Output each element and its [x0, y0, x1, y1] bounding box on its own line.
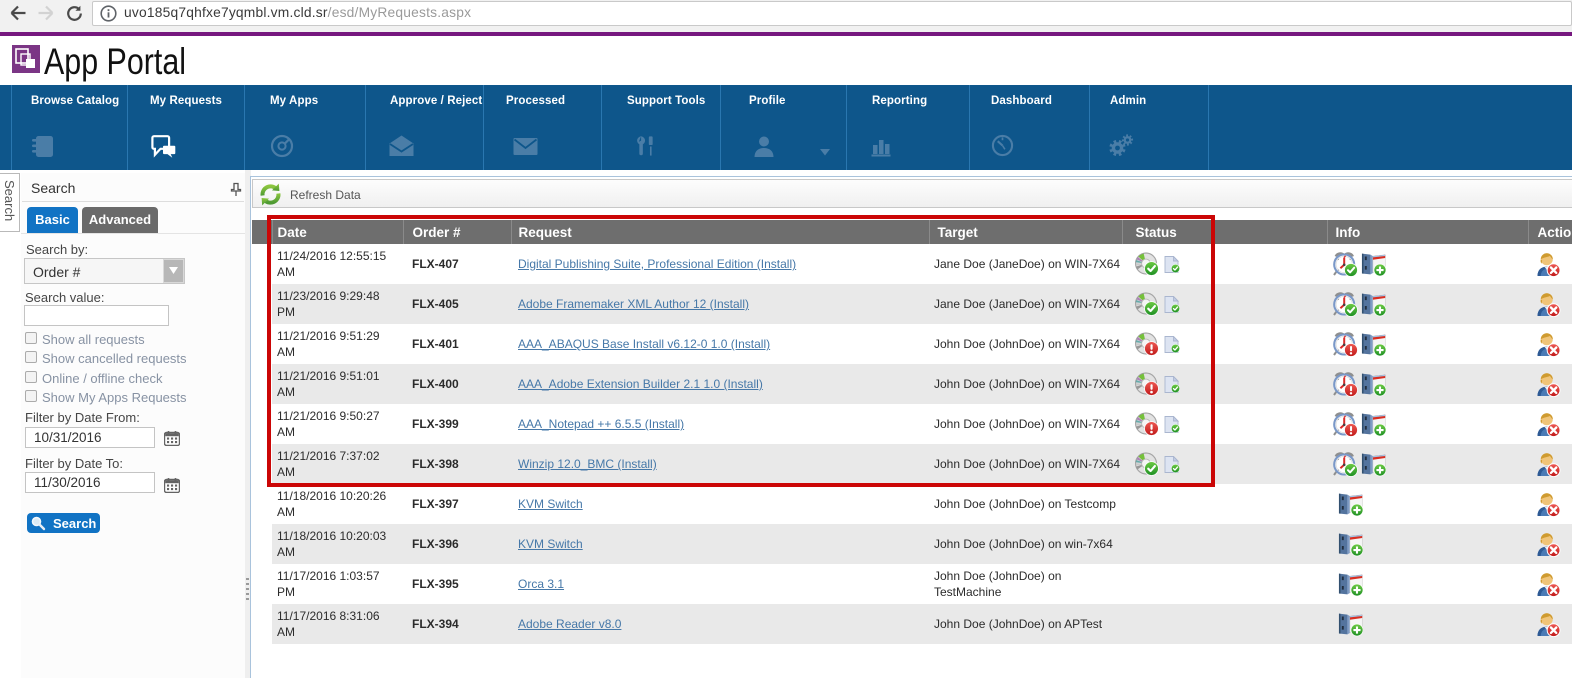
svg-text:App Portal: App Portal [44, 41, 186, 82]
